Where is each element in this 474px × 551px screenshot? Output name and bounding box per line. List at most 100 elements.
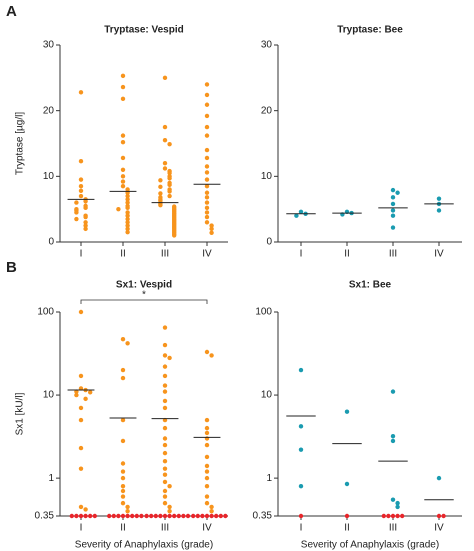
data-point [120,488,126,494]
significance-bracket [80,299,208,304]
data-point [204,214,210,220]
x-tick-label: III [389,523,397,534]
data-point [223,513,228,519]
data-point [204,82,210,87]
data-point [125,223,130,228]
data-point [125,193,130,199]
data-point [204,124,210,130]
data-point [120,73,126,79]
data-point [209,504,214,510]
y-tick-label: 10 [261,390,273,401]
data-point [204,133,210,138]
data-point [204,177,210,182]
y-tick-label: 0 [48,237,54,248]
data-point [78,513,84,519]
data-point [390,225,396,230]
data-point [139,513,144,519]
data-point [436,208,442,213]
chart-title: Tryptase: Vespid [104,25,183,36]
data-point [111,513,117,519]
data-point [162,124,168,130]
y-tick-label: 0.35 [253,511,273,522]
data-point [395,190,400,195]
data-point [120,483,126,489]
x-tick-label: IV [202,523,212,534]
data-point [390,497,396,502]
data-point [78,193,84,199]
y-tick-label: 20 [43,105,55,116]
x-tick-label: I [300,523,303,534]
data-point [162,325,168,330]
data-point [83,205,88,211]
data-point [167,508,172,514]
data-point [125,229,130,235]
data-point [125,213,130,218]
data-point [120,500,126,506]
y-tick-label: 1 [48,473,54,484]
data-point [83,199,88,204]
data-point [120,438,126,444]
data-point [158,513,163,519]
y-tick-label: 10 [261,171,273,182]
data-point [191,513,196,519]
data-point [204,92,210,98]
data-point [125,205,130,211]
y-axis-label: Sx1 [kU/l] [15,392,26,435]
data-point [120,375,126,381]
data-point [344,481,350,487]
data-point [204,500,210,506]
x-tick-label: III [389,249,397,260]
y-tick-label: 1 [266,473,272,484]
data-point [78,309,84,315]
data-point [209,226,214,232]
data-point [344,513,350,519]
data-point [120,475,126,481]
data-point [78,188,84,193]
data-point [390,187,396,193]
data-point [125,508,130,514]
data-point [78,405,84,411]
data-point [167,483,172,489]
data-point [167,170,172,176]
x-tick-label: I [80,249,83,260]
data-point [204,475,210,481]
data-point [125,210,130,215]
data-point [125,216,130,222]
data-point [204,113,210,119]
data-point [204,170,210,175]
data-point [298,513,304,519]
data-point [298,209,304,214]
data-point [162,138,168,143]
data-point [204,463,210,469]
data-point [158,178,163,183]
data-point [120,155,126,161]
data-point [204,494,210,499]
y-axis-label: Tryptase [µg/l] [15,112,26,175]
data-point [381,513,386,519]
data-point [83,507,88,512]
data-point [162,75,168,81]
data-point [390,208,396,213]
data-point [162,425,168,431]
data-point [167,355,172,361]
data-point [204,183,210,189]
y-tick-label: 100 [37,307,54,318]
y-tick-label: 0.35 [35,511,55,522]
x-tick-label: I [80,523,83,534]
data-point [162,342,168,348]
data-point [390,433,396,439]
data-point [162,513,168,519]
data-point [167,193,172,199]
data-point [162,373,168,379]
data-point [120,167,126,172]
data-point [130,513,135,519]
panel-label: A [6,3,17,20]
data-point [125,187,130,192]
data-point [204,513,210,519]
data-point [83,226,88,232]
data-point [390,201,396,207]
data-point [390,513,396,519]
data-point [134,513,139,519]
data-point [204,425,210,431]
